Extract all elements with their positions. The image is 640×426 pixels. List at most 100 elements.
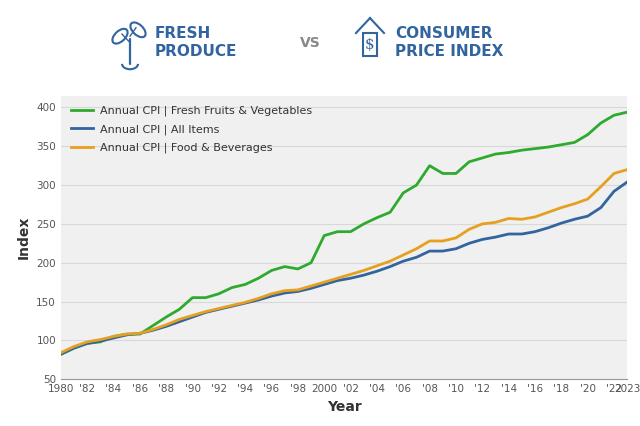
Annual CPI | Fresh Fruits & Vegetables xyxy=(241,282,249,287)
Annual CPI | Food & Beverages xyxy=(571,201,579,206)
Annual CPI | All Items xyxy=(492,235,499,240)
Annual CPI | Fresh Fruits & Vegetables xyxy=(505,150,513,155)
Annual CPI | All Items xyxy=(623,179,631,184)
Annual CPI | Fresh Fruits & Vegetables xyxy=(413,183,420,188)
Annual CPI | All Items xyxy=(413,255,420,260)
Annual CPI | Food & Beverages xyxy=(255,296,262,301)
Annual CPI | Fresh Fruits & Vegetables xyxy=(215,291,223,296)
Annual CPI | All Items xyxy=(255,297,262,302)
Annual CPI | All Items xyxy=(479,237,486,242)
Annual CPI | All Items xyxy=(189,314,196,320)
Annual CPI | All Items xyxy=(333,278,341,283)
Annual CPI | Food & Beverages xyxy=(413,246,420,251)
Annual CPI | Food & Beverages xyxy=(202,309,209,314)
Annual CPI | All Items xyxy=(268,294,275,299)
Annual CPI | All Items xyxy=(175,319,183,324)
Text: $: $ xyxy=(365,38,375,52)
Annual CPI | Food & Beverages xyxy=(307,283,315,288)
Annual CPI | All Items xyxy=(505,231,513,236)
Annual CPI | All Items xyxy=(70,345,78,351)
Annual CPI | All Items xyxy=(452,246,460,251)
Annual CPI | All Items xyxy=(531,229,539,234)
Annual CPI | Food & Beverages xyxy=(610,171,618,176)
Annual CPI | Fresh Fruits & Vegetables xyxy=(228,285,236,290)
Annual CPI | Fresh Fruits & Vegetables xyxy=(333,229,341,234)
Annual CPI | All Items xyxy=(545,225,552,230)
Annual CPI | Food & Beverages xyxy=(584,196,591,201)
Line: Annual CPI | All Items: Annual CPI | All Items xyxy=(61,182,627,354)
Annual CPI | Fresh Fruits & Vegetables xyxy=(465,159,473,164)
Annual CPI | Fresh Fruits & Vegetables xyxy=(57,352,65,357)
Annual CPI | Food & Beverages xyxy=(136,331,143,336)
Annual CPI | Food & Beverages xyxy=(347,272,355,277)
Annual CPI | Fresh Fruits & Vegetables xyxy=(83,341,91,346)
Annual CPI | Food & Beverages xyxy=(268,291,275,296)
Annual CPI | All Items xyxy=(136,331,143,336)
Annual CPI | Food & Beverages xyxy=(399,252,407,257)
Annual CPI | Food & Beverages xyxy=(189,313,196,318)
Annual CPI | Fresh Fruits & Vegetables xyxy=(426,163,433,168)
Annual CPI | Fresh Fruits & Vegetables xyxy=(479,155,486,161)
Annual CPI | Fresh Fruits & Vegetables xyxy=(597,121,605,126)
Annual CPI | All Items xyxy=(163,324,170,329)
Annual CPI | Fresh Fruits & Vegetables xyxy=(545,144,552,150)
Y-axis label: Index: Index xyxy=(17,216,31,259)
Annual CPI | All Items xyxy=(202,310,209,315)
Annual CPI | Food & Beverages xyxy=(321,279,328,285)
Annual CPI | Fresh Fruits & Vegetables xyxy=(268,268,275,273)
Annual CPI | Food & Beverages xyxy=(109,334,117,339)
Annual CPI | Food & Beverages xyxy=(215,306,223,311)
Annual CPI | Food & Beverages xyxy=(557,205,565,210)
Annual CPI | Food & Beverages xyxy=(57,350,65,355)
Annual CPI | All Items xyxy=(321,282,328,287)
X-axis label: Year: Year xyxy=(326,400,362,414)
Annual CPI | Food & Beverages xyxy=(149,327,157,332)
Annual CPI | Fresh Fruits & Vegetables xyxy=(387,210,394,215)
Annual CPI | Food & Beverages xyxy=(479,222,486,227)
Annual CPI | Food & Beverages xyxy=(228,303,236,308)
Annual CPI | Food & Beverages xyxy=(373,263,381,268)
Annual CPI | Fresh Fruits & Vegetables xyxy=(163,314,170,320)
Annual CPI | Fresh Fruits & Vegetables xyxy=(149,323,157,328)
Annual CPI | Fresh Fruits & Vegetables xyxy=(373,215,381,220)
Text: CONSUMER
PRICE INDEX: CONSUMER PRICE INDEX xyxy=(395,26,504,59)
Annual CPI | All Items xyxy=(571,217,579,222)
Legend: Annual CPI | Fresh Fruits & Vegetables, Annual CPI | All Items, Annual CPI | Foo: Annual CPI | Fresh Fruits & Vegetables, … xyxy=(67,101,316,157)
Annual CPI | Fresh Fruits & Vegetables xyxy=(584,132,591,137)
Annual CPI | Food & Beverages xyxy=(531,214,539,219)
Annual CPI | Food & Beverages xyxy=(83,340,91,345)
Annual CPI | Fresh Fruits & Vegetables xyxy=(531,146,539,151)
Annual CPI | All Items xyxy=(439,248,447,253)
Annual CPI | All Items xyxy=(109,335,117,340)
Annual CPI | All Items xyxy=(123,332,131,337)
Annual CPI | Fresh Fruits & Vegetables xyxy=(109,334,117,339)
Annual CPI | Fresh Fruits & Vegetables xyxy=(557,142,565,147)
Annual CPI | Food & Beverages xyxy=(426,239,433,244)
Annual CPI | Food & Beverages xyxy=(492,220,499,225)
Annual CPI | Food & Beverages xyxy=(294,287,301,292)
Annual CPI | Food & Beverages xyxy=(518,217,525,222)
Text: FRESH
PRODUCE: FRESH PRODUCE xyxy=(155,26,237,59)
Annual CPI | Food & Beverages xyxy=(70,344,78,349)
Annual CPI | Fresh Fruits & Vegetables xyxy=(623,109,631,115)
Annual CPI | All Items xyxy=(387,264,394,269)
Annual CPI | All Items xyxy=(426,248,433,253)
Annual CPI | Fresh Fruits & Vegetables xyxy=(347,229,355,234)
Annual CPI | Food & Beverages xyxy=(333,276,341,281)
Annual CPI | Fresh Fruits & Vegetables xyxy=(518,148,525,153)
Annual CPI | All Items xyxy=(97,339,104,344)
Annual CPI | Food & Beverages xyxy=(281,288,289,293)
Annual CPI | Fresh Fruits & Vegetables xyxy=(202,295,209,300)
Annual CPI | Food & Beverages xyxy=(545,210,552,215)
Annual CPI | Food & Beverages xyxy=(452,235,460,240)
Annual CPI | All Items xyxy=(281,291,289,296)
Annual CPI | Food & Beverages xyxy=(623,167,631,172)
Annual CPI | Food & Beverages xyxy=(123,331,131,337)
Annual CPI | All Items xyxy=(215,307,223,312)
Annual CPI | Food & Beverages xyxy=(465,227,473,232)
Annual CPI | All Items xyxy=(57,352,65,357)
Annual CPI | Food & Beverages xyxy=(360,268,367,273)
Annual CPI | All Items xyxy=(83,341,91,346)
Annual CPI | All Items xyxy=(241,300,249,305)
Annual CPI | Fresh Fruits & Vegetables xyxy=(189,295,196,300)
